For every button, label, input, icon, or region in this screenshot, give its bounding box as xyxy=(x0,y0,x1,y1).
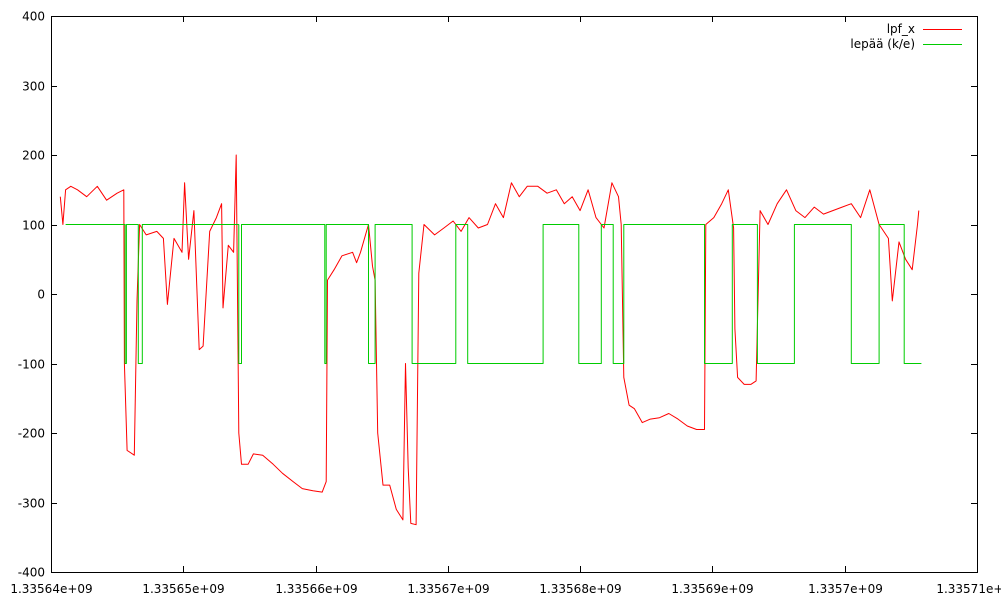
x-tick-label: 1.33568e+09 xyxy=(539,582,621,596)
x-tick-label: 1.33571e+09 xyxy=(936,582,1001,596)
y-tick-label: -100 xyxy=(18,358,45,372)
legend-label: lpf_x xyxy=(887,22,915,36)
axis-ticks: -400 -300 -200 -100 0 100 200 300 400 1.33564e+09… xyxy=(10,10,1001,597)
y-tick-label: 0 xyxy=(37,288,45,302)
x-tick-label: 1.33566e+09 xyxy=(275,582,357,596)
plot-frame xyxy=(51,16,978,573)
x-tick-label: 1.3357e+09 xyxy=(808,582,883,596)
series-layer xyxy=(59,154,922,526)
y-tick-label: -300 xyxy=(18,497,45,511)
series-line-lpf-x xyxy=(59,154,920,526)
y-tick-label: -200 xyxy=(18,427,45,441)
y-tick-label: -400 xyxy=(18,566,45,580)
x-tick-label: 1.33564e+09 xyxy=(10,582,92,596)
y-tick-label: 200 xyxy=(22,149,45,163)
y-tick-label: 100 xyxy=(22,219,45,233)
y-tick-label: 300 xyxy=(22,80,45,94)
x-tick-label: 1.33567e+09 xyxy=(407,582,489,596)
x-tick-label: 1.33569e+09 xyxy=(671,582,753,596)
y-tick-label: 400 xyxy=(22,10,45,24)
x-tick-label: 1.33565e+09 xyxy=(142,582,224,596)
series-line-lep-k-e- xyxy=(65,224,922,364)
legend-label: lepää (k/e) xyxy=(850,37,915,51)
